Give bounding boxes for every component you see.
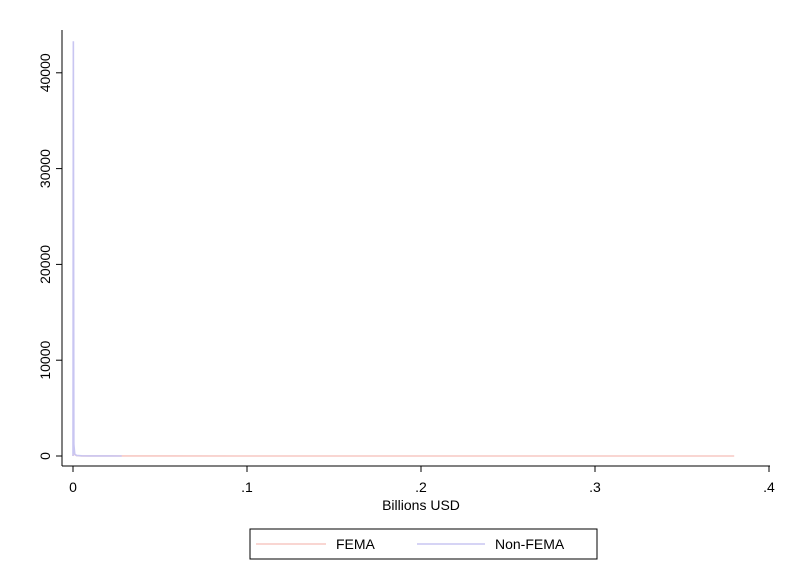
series-line-fema [72,450,735,457]
series-line-non-fema [72,41,122,457]
y-tick-label: 30000 [37,149,53,188]
legend-label: Non-FEMA [495,536,565,552]
plot-area [72,41,735,457]
x-axis: 0 .1 .2 .3 .4 [62,465,775,495]
y-axis: 0 10000 20000 30000 40000 [37,30,63,466]
y-tick-label: 10000 [37,341,53,380]
y-tick-label: 40000 [37,53,53,92]
x-axis-title: Billions USD [382,497,460,513]
x-tick-label: 0 [69,479,77,495]
x-tick-label: .3 [589,479,601,495]
legend: FEMA Non-FEMA [249,528,598,560]
y-tick-label: 20000 [37,245,53,284]
x-tick-label: .1 [241,479,253,495]
x-tick-label: .4 [763,479,775,495]
legend-label: FEMA [336,536,376,552]
y-tick-label: 0 [37,452,53,460]
x-tick-label: .2 [415,479,427,495]
